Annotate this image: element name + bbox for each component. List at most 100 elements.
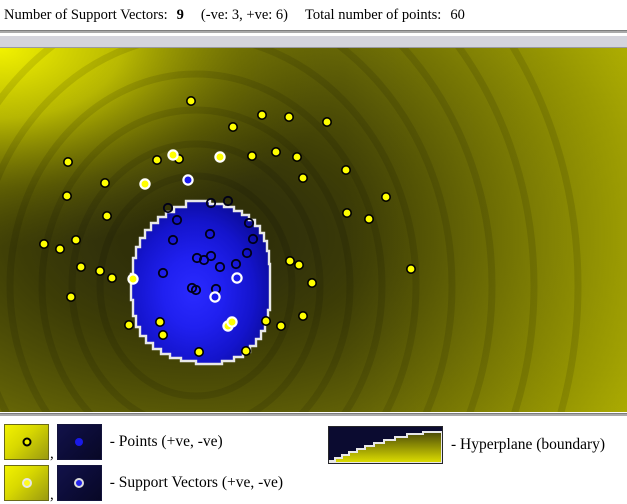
negative-point-marker — [241, 247, 253, 259]
positive-point-marker — [284, 256, 295, 267]
legend-label-support-vectors: - Support Vectors (+ve, -ve) — [109, 474, 284, 491]
positive-point-marker — [241, 345, 252, 356]
positive-point-group — [38, 95, 416, 357]
positive-point-marker — [340, 165, 351, 176]
negative-point-group — [157, 195, 259, 296]
negative-point-marker — [230, 258, 242, 270]
legend-row-support-vectors: , - Support Vectors (+ve, -ve) — [4, 465, 284, 503]
legend-panel: , - Points (+ve, -ve) , - Support Vector… — [0, 420, 627, 504]
legend-separator-points: , — [50, 446, 54, 462]
negative-point-marker — [222, 195, 234, 207]
positive-point-marker — [341, 208, 352, 219]
negative-point-marker-icon — [75, 438, 84, 446]
positive-point-marker — [100, 178, 111, 189]
positive-point-marker — [95, 266, 106, 277]
positive-point-marker — [283, 112, 294, 123]
decision-surface-canvas — [0, 48, 627, 412]
legend-separator-support-vectors: , — [50, 487, 54, 503]
negative-point-marker — [204, 228, 216, 240]
data-points-layer — [38, 95, 416, 357]
negative-point-marker — [171, 214, 183, 226]
positive-point-marker — [291, 152, 302, 163]
positive-point-marker — [158, 329, 169, 340]
header-divider — [0, 30, 627, 33]
positive-point-marker — [247, 151, 258, 162]
legend-row-points: , - Points (+ve, -ve) — [4, 424, 223, 462]
positive-point-marker — [38, 239, 49, 250]
negative-point-marker — [191, 252, 203, 264]
hyperplane-swatch-graphic — [329, 427, 442, 463]
support-vector-count-value: 9 — [176, 6, 184, 23]
header-divider-highlight — [0, 34, 627, 35]
positive-support-vector-marker — [127, 273, 139, 285]
total-points-value: 60 — [450, 6, 465, 23]
legend-divider — [0, 413, 627, 416]
negative-support-vector-marker — [209, 291, 221, 303]
positive-point-marker — [66, 292, 77, 303]
positive-point-marker — [256, 109, 267, 120]
positive-point-marker — [405, 264, 416, 275]
positive-point-marker — [363, 214, 374, 225]
positive-point-marker — [124, 319, 135, 330]
positive-support-vector-marker — [139, 178, 151, 190]
positive-point-marker — [275, 320, 286, 331]
contour-bands — [0, 48, 582, 412]
positive-point-marker — [297, 173, 308, 184]
positive-point-marker — [321, 117, 332, 128]
positive-support-vector-marker — [167, 149, 179, 161]
positive-point-marker — [62, 157, 73, 168]
negative-point-marker — [247, 233, 259, 245]
negative-point-marker — [157, 267, 169, 279]
negative-support-vector-marker — [231, 272, 243, 284]
plot-top-bar — [0, 36, 627, 48]
positive-support-vector-marker — [226, 316, 238, 328]
negative-support-vector-group — [182, 174, 243, 303]
legend-label-points: - Points (+ve, -ve) — [109, 433, 223, 450]
hyperplane-boundary-path — [129, 199, 272, 366]
legend-row-hyperplane: - Hyperplane (boundary) — [328, 426, 605, 464]
positive-point-marker — [306, 278, 317, 289]
positive-region-right-highlight — [0, 48, 627, 412]
negative-support-vector-marker-icon — [74, 478, 85, 488]
negative-point-swatch — [56, 424, 102, 460]
negative-point-marker — [243, 217, 255, 229]
negative-decision-region — [129, 199, 272, 366]
legend-label-hyperplane: - Hyperplane (boundary) — [451, 436, 606, 453]
positive-point-marker — [270, 147, 281, 158]
positive-point-marker — [107, 273, 118, 284]
support-vector-count-label: Number of Support Vectors: — [4, 6, 168, 23]
total-points-label: Total number of points: — [305, 6, 442, 23]
positive-point-marker — [194, 346, 205, 357]
positive-point-swatch — [4, 424, 49, 460]
support-vector-breakdown: (-ve: 3, +ve: 6) — [200, 6, 288, 23]
positive-point-marker — [260, 315, 271, 326]
positive-point-marker — [297, 310, 308, 321]
positive-point-marker — [54, 244, 65, 255]
negative-point-marker — [205, 197, 217, 209]
svm-decision-plot[interactable] — [0, 48, 627, 412]
hyperplane-swatch — [328, 426, 443, 464]
positive-point-marker — [102, 211, 113, 222]
positive-support-vector-group — [127, 149, 238, 332]
status-header: Number of Support Vectors: 9 (-ve: 3, +v… — [0, 0, 627, 30]
positive-point-marker — [228, 122, 239, 133]
positive-point-marker — [152, 155, 163, 166]
negative-point-marker — [162, 202, 174, 214]
positive-support-vector-swatch — [4, 465, 49, 501]
positive-point-marker — [155, 316, 166, 327]
positive-point-marker — [380, 192, 391, 203]
positive-point-marker — [61, 191, 72, 202]
positive-point-marker — [76, 262, 87, 273]
negative-point-marker — [198, 254, 210, 266]
negative-support-vector-marker — [182, 174, 194, 186]
positive-support-vector-marker — [214, 151, 226, 163]
negative-point-marker — [214, 261, 226, 273]
positive-point-marker-icon — [22, 437, 31, 447]
positive-point-marker — [293, 260, 304, 271]
positive-support-vector-marker-icon — [21, 478, 32, 488]
positive-point-marker — [71, 235, 82, 246]
positive-point-marker — [186, 95, 197, 106]
negative-support-vector-swatch — [56, 465, 102, 501]
negative-point-marker — [167, 234, 179, 246]
negative-point-marker — [190, 284, 202, 296]
